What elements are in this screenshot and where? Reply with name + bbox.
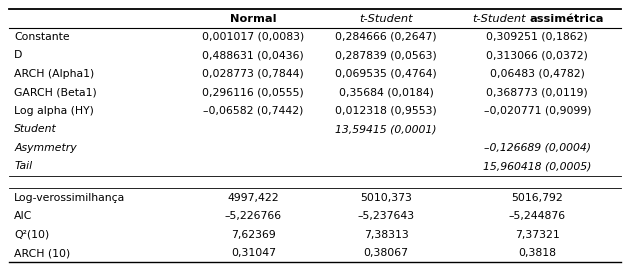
Text: 15,960418 (0,0005): 15,960418 (0,0005) [483,161,592,171]
Text: GARCH (Beta1): GARCH (Beta1) [14,87,97,97]
Text: assimétrica: assimétrica [530,13,604,23]
Text: D: D [14,51,23,61]
Text: Log alpha (HY): Log alpha (HY) [14,106,94,116]
Text: Log-verossimilhança: Log-verossimilhança [14,193,125,203]
Text: 0,31047: 0,31047 [231,248,276,258]
Text: Tail: Tail [14,161,33,171]
Text: 0,38067: 0,38067 [364,248,408,258]
Text: 0,069535 (0,4764): 0,069535 (0,4764) [335,69,437,79]
Text: 0,001017 (0,0083): 0,001017 (0,0083) [202,32,304,42]
Text: 0,313066 (0,0372): 0,313066 (0,0372) [486,51,588,61]
Text: 7,38313: 7,38313 [364,230,408,240]
Text: t-Student: t-Student [359,13,413,23]
Text: 0,488631 (0,0436): 0,488631 (0,0436) [202,51,304,61]
Text: 7,37321: 7,37321 [515,230,559,240]
Text: Q²(10): Q²(10) [14,230,50,240]
Text: –5,226766: –5,226766 [225,211,282,221]
Text: 0,287839 (0,0563): 0,287839 (0,0563) [335,51,437,61]
Text: Normal: Normal [230,13,277,23]
Text: –5,237643: –5,237643 [357,211,415,221]
Text: ARCH (Alpha1): ARCH (Alpha1) [14,69,94,79]
Text: –0,020771 (0,9099): –0,020771 (0,9099) [483,106,591,116]
Text: –0,06582 (0,7442): –0,06582 (0,7442) [203,106,304,116]
Text: 5016,792: 5016,792 [512,193,563,203]
Text: 5010,373: 5010,373 [360,193,412,203]
Text: 0,309251 (0,1862): 0,309251 (0,1862) [486,32,588,42]
Text: Asymmetry: Asymmetry [14,143,77,153]
Text: 0,35684 (0,0184): 0,35684 (0,0184) [338,87,433,97]
Text: 0,3818: 0,3818 [518,248,556,258]
Text: t-Student: t-Student [472,13,526,23]
Text: 0,296116 (0,0555): 0,296116 (0,0555) [202,87,304,97]
Text: 0,284666 (0,2647): 0,284666 (0,2647) [335,32,437,42]
Text: 0,06483 (0,4782): 0,06483 (0,4782) [490,69,585,79]
Text: –5,244876: –5,244876 [508,211,566,221]
Text: 0,028773 (0,7844): 0,028773 (0,7844) [202,69,304,79]
Text: Student: Student [14,124,57,134]
Text: 7,62369: 7,62369 [231,230,276,240]
Text: 13,59415 (0,0001): 13,59415 (0,0001) [335,124,437,134]
Text: –0,126689 (0,0004): –0,126689 (0,0004) [484,143,591,153]
Text: 4997,422: 4997,422 [227,193,279,203]
Text: 0,368773 (0,0119): 0,368773 (0,0119) [486,87,588,97]
Text: 0,012318 (0,9553): 0,012318 (0,9553) [335,106,437,116]
Text: ARCH (10): ARCH (10) [14,248,71,258]
Text: AIC: AIC [14,211,33,221]
Text: Constante: Constante [14,32,70,42]
